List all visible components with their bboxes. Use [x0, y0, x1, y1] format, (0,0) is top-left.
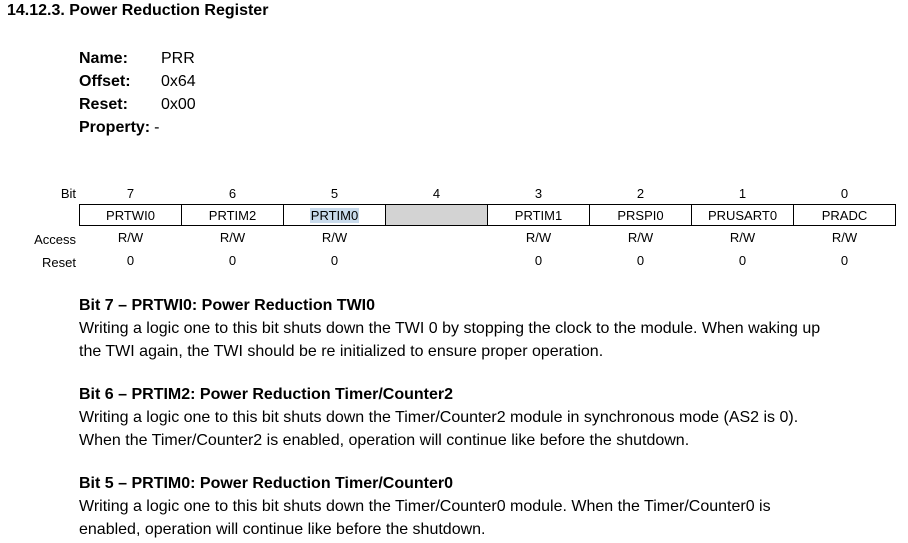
access-value: R/W: [729, 230, 756, 245]
section-heading: 14.12.3. Power Reduction Register: [7, 2, 269, 19]
field-name: PRUSART0: [691, 204, 794, 226]
field-name-highlighted: PRTIM0: [309, 207, 360, 223]
reset-value: 0: [534, 253, 543, 268]
bit-description-prtim0: Bit 5 – PRTIM0: Power Reduction Timer/Co…: [79, 473, 899, 541]
bit-number: 1: [738, 186, 747, 201]
prop-key: Name:: [79, 50, 128, 67]
bit-description-line: Writing a logic one to this bit shuts do…: [79, 320, 821, 337]
prop-reset-row: Reset: 0x00: [79, 93, 196, 116]
reset-row: 0 0 0 0 0 0 0: [80, 249, 896, 272]
field-name: PRTIM1: [487, 204, 590, 226]
field-name: PRTIM2: [181, 204, 284, 226]
bit-description-line: Writing a logic one to this bit shuts do…: [79, 409, 799, 426]
prop-offset-row: Offset: 0x64: [79, 70, 196, 93]
bit-number: 0: [840, 186, 849, 201]
bit-description-title: Bit 5 – PRTIM0: Power Reduction Timer/Co…: [79, 475, 453, 492]
prop-key: Offset:: [79, 73, 131, 90]
field-name: PRSPI0: [589, 204, 692, 226]
bit-description-title: Bit 7 – PRTWI0: Power Reduction TWI0: [79, 297, 376, 314]
access-value: [386, 226, 488, 250]
bit-description-line: When the Timer/Counter2 is enabled, oper…: [79, 432, 690, 449]
field-name-cell: PRTIM0: [283, 204, 386, 226]
bit-description-line: Writing a logic one to this bit shuts do…: [79, 498, 771, 515]
reset-value: 0: [126, 253, 135, 268]
register-bit-table: 7 6 5 4 3 2 1 0 PRTWI0 PRTIM2 PRTIM0 PRT…: [79, 183, 896, 272]
bit-number: 4: [432, 186, 441, 201]
access-value: R/W: [831, 230, 858, 245]
field-name: PRADC: [793, 204, 896, 226]
bit-number: 7: [126, 186, 135, 201]
register-properties: Name: PRR Offset: 0x64 Reset: 0x00 Prope…: [79, 47, 196, 139]
prop-name-row: Name: PRR: [79, 47, 196, 70]
bit-number: 3: [534, 186, 543, 201]
reset-value: 0: [738, 253, 747, 268]
reset-value: 0: [840, 253, 849, 268]
row-label-bit: Bit: [60, 186, 76, 201]
row-label-access: Access: [34, 232, 76, 247]
bit-description-title: Bit 6 – PRTIM2: Power Reduction Timer/Co…: [79, 386, 453, 403]
prop-value: 0x00: [161, 96, 196, 113]
bit-number: 6: [228, 186, 237, 201]
prop-key: Reset:: [79, 96, 128, 113]
bit-description-prtwi0: Bit 7 – PRTWI0: Power Reduction TWI0 Wri…: [79, 295, 899, 363]
reserved-bit-cell: [385, 204, 488, 226]
bit-description-line: the TWI again, the TWI should be re init…: [79, 343, 604, 360]
prop-value: -: [154, 119, 160, 136]
bit-number: 2: [636, 186, 645, 201]
row-label-reset: Reset: [42, 255, 76, 270]
reset-value: 0: [228, 253, 237, 268]
access-value: R/W: [219, 230, 246, 245]
reset-value: 0: [330, 253, 339, 268]
prop-property-row: Property: -: [79, 116, 196, 139]
bit-number-row: 7 6 5 4 3 2 1 0: [80, 183, 896, 205]
prop-key: Property:: [79, 119, 151, 136]
field-name: PRTWI0: [79, 204, 182, 226]
access-value: R/W: [525, 230, 552, 245]
access-row: R/W R/W R/W R/W R/W R/W R/W: [80, 226, 896, 250]
access-value: R/W: [627, 230, 654, 245]
reset-value: 0: [636, 253, 645, 268]
reset-value: [386, 249, 488, 272]
prop-value: PRR: [161, 50, 195, 67]
bit-description-prtim2: Bit 6 – PRTIM2: Power Reduction Timer/Co…: [79, 384, 899, 452]
bit-number: 5: [330, 186, 339, 201]
bit-description-line: enabled, operation will continue like be…: [79, 521, 486, 538]
access-value: R/W: [321, 230, 348, 245]
field-name-row: PRTWI0 PRTIM2 PRTIM0 PRTIM1 PRSPI0 PRUSA…: [79, 204, 896, 226]
access-value: R/W: [117, 230, 144, 245]
prop-value: 0x64: [161, 73, 196, 90]
